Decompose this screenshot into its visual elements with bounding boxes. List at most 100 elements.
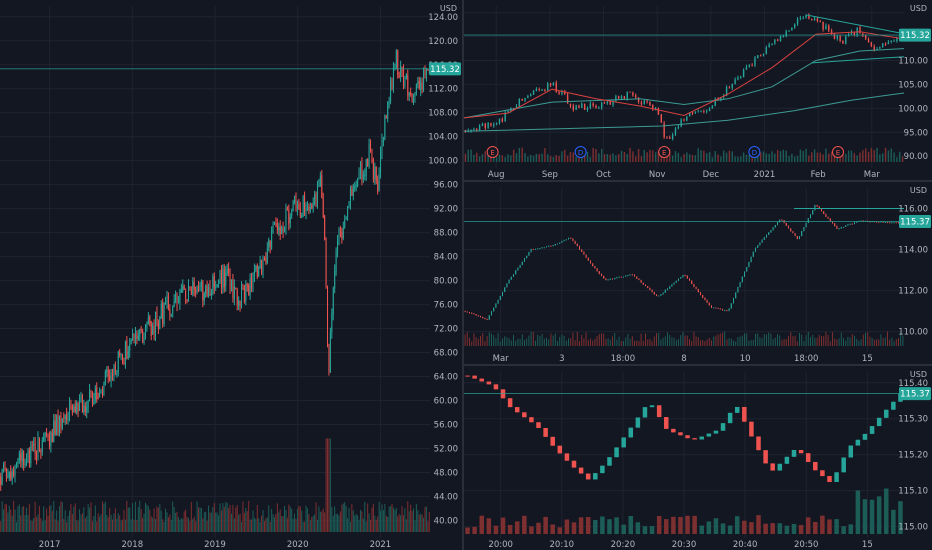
candle-body <box>241 287 243 308</box>
candle-body <box>89 390 91 401</box>
volume-bar <box>308 514 310 532</box>
volume-bar <box>226 502 228 532</box>
volume-bar <box>759 337 761 346</box>
candle-body <box>263 257 265 260</box>
candle-body <box>294 196 296 203</box>
volume-bar <box>129 507 131 532</box>
volume-bar <box>314 514 316 532</box>
volume-bar <box>380 510 382 532</box>
event-marker[interactable]: E <box>832 146 844 158</box>
volume-bar <box>563 335 565 346</box>
candle-body <box>3 465 5 469</box>
candle-body <box>532 248 534 250</box>
candle-body <box>183 285 185 290</box>
candle-body <box>862 33 864 36</box>
candle-body <box>823 211 825 214</box>
volume-bar <box>478 156 481 162</box>
candle-body <box>152 326 154 335</box>
volume-bar <box>371 507 373 532</box>
time-axis[interactable]: Aug Sep Oct Nov Dec 2021 Feb Mar <box>488 170 880 180</box>
volume-bar <box>71 513 73 532</box>
last-price-tag-bg <box>429 62 461 76</box>
event-marker[interactable]: D <box>748 146 761 158</box>
volume-bar <box>166 512 168 532</box>
volume-bar <box>348 508 350 532</box>
volume-bar <box>728 338 730 346</box>
candle-body <box>675 280 677 283</box>
candle-body <box>663 123 665 138</box>
middle-right-chart-pane[interactable]: USD 116.00 114.00 112.00 110.00 115.37 Mar 3 18:… <box>464 182 932 364</box>
time-axis[interactable]: Mar 3 18:00 8 10 18:00 15 <box>493 354 873 364</box>
time-axis[interactable]: 20:00 20:10 20:20 20:30 20:40 20:50 15 <box>488 540 872 550</box>
candle-body <box>351 188 353 196</box>
volume-bar <box>230 513 232 532</box>
volume-bar <box>600 148 603 162</box>
candle-body <box>704 297 706 301</box>
candle-body <box>70 404 72 406</box>
price-axis[interactable]: USD124.00120.00116.00112.00108.00104.001… <box>428 4 461 526</box>
candle-body <box>289 216 291 223</box>
time-tick-label: 20:30 <box>672 540 697 550</box>
volume-bar <box>198 507 200 532</box>
volume-bar <box>66 522 68 532</box>
candle-body <box>21 450 23 462</box>
volume-bar <box>865 332 866 346</box>
main-chart-pane[interactable]: USD124.00120.00116.00112.00108.00104.001… <box>0 0 462 550</box>
candle-body <box>256 265 258 277</box>
candle-body <box>629 274 631 276</box>
horizontal-separator-2[interactable] <box>464 364 932 366</box>
volume-bar <box>552 157 555 162</box>
top-right-chart-pane[interactable]: E D E D E USD115.00110.00105.00100.0095.0090.… <box>464 0 932 180</box>
volume-bar <box>717 154 719 162</box>
event-marker[interactable]: E <box>658 146 671 158</box>
candle-body <box>549 83 552 86</box>
volume-bar <box>535 340 536 346</box>
candle-body <box>770 463 775 471</box>
volume-bar <box>480 335 481 346</box>
event-marker[interactable]: D <box>574 146 587 158</box>
volume-bar <box>4 503 6 532</box>
candle-body <box>311 205 313 208</box>
candle-body <box>107 369 109 377</box>
bottom-right-chart-pane[interactable]: USD 115.40 115.30 115.20 115.10 115.00 115.37 2… <box>464 366 932 550</box>
candle-body <box>345 217 347 219</box>
candle-body <box>477 315 479 317</box>
vertical-separator[interactable] <box>462 0 464 550</box>
volume-bar <box>830 151 833 162</box>
trendline[interactable] <box>811 56 905 64</box>
volume-bar <box>594 339 596 346</box>
candle-body <box>731 83 733 89</box>
price-axis[interactable]: USD115.00110.00105.00100.0095.0090.00115… <box>898 4 931 162</box>
candle-body <box>587 257 589 261</box>
volume-bar <box>514 521 520 534</box>
event-marker[interactable]: E <box>486 146 499 158</box>
trendline[interactable] <box>807 14 905 35</box>
candle-body <box>321 175 323 198</box>
candle-body <box>212 276 214 294</box>
candle-body <box>543 247 545 249</box>
price-tick-label: 104.00 <box>428 133 458 143</box>
volume-bar <box>548 339 550 346</box>
volume-bar <box>621 524 626 534</box>
volume-bar <box>814 337 816 346</box>
horizontal-separator-1[interactable] <box>464 180 932 182</box>
price-tick-label: 112.00 <box>428 85 458 95</box>
volume-bar <box>725 152 728 162</box>
candle-body <box>157 321 159 330</box>
candle-body <box>739 282 741 288</box>
candle-body <box>791 450 797 457</box>
candle-body <box>799 17 802 19</box>
volume-bar <box>424 507 426 532</box>
volume-bar <box>473 154 475 162</box>
volume-bar <box>549 156 552 162</box>
volume-bar <box>862 499 868 534</box>
candle-body <box>84 405 86 413</box>
volume-bar <box>790 332 792 346</box>
candle-body <box>322 197 324 218</box>
volume-bar <box>700 340 701 346</box>
time-axis[interactable]: 2017 2018 2019 2020 2021 <box>39 540 391 550</box>
volume-bar <box>902 335 904 346</box>
volume-bar <box>245 508 247 532</box>
